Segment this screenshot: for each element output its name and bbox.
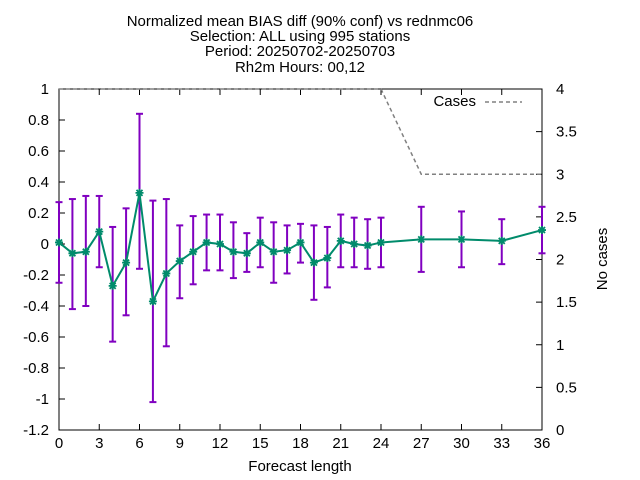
chart-title: Normalized mean BIAS diff (90% conf) vs … (127, 13, 474, 76)
y2-tick-label: 1.5 (556, 294, 577, 311)
bias-point (95, 227, 104, 236)
y2-tick-label: 0 (556, 422, 564, 439)
bias-point (363, 241, 372, 250)
y2-tick-label: 2 (556, 252, 564, 269)
bias-point (68, 249, 77, 258)
bias-point (309, 258, 318, 267)
y2-tick-label: 0.5 (556, 379, 577, 396)
y-tick-label: 0.6 (28, 143, 49, 160)
x-tick-label: 27 (413, 435, 430, 452)
y-tick-label: -0.8 (23, 360, 49, 377)
bias-point (269, 247, 278, 256)
y-tick-label: -0.6 (23, 329, 49, 346)
title-line-3: Period: 20250702-20250703 (205, 43, 395, 60)
legend-label-cases: Cases (433, 93, 476, 110)
bias-point (202, 238, 211, 247)
x-tick-label: 21 (332, 435, 349, 452)
y-tick-label: -1.2 (23, 422, 49, 439)
bias-point (162, 269, 171, 278)
x-tick-label: 33 (493, 435, 510, 452)
bias-point (135, 188, 144, 197)
x-tick-label: 18 (292, 435, 309, 452)
bias-point (336, 236, 345, 245)
x-tick-label: 6 (135, 435, 143, 452)
x-tick-label: 15 (252, 435, 269, 452)
bias-point (81, 247, 90, 256)
x-tick-label: 36 (534, 435, 551, 452)
bias-point (350, 240, 359, 248)
y2-axis-label: No cases (594, 228, 611, 291)
y-tick-label: 0 (41, 236, 49, 253)
x-tick-label: 12 (212, 435, 229, 452)
y-tick-label: -0.4 (23, 298, 49, 315)
bias-point (108, 281, 117, 290)
y-tick-label: 0.2 (28, 205, 49, 222)
bias-point (323, 253, 332, 262)
y2-tick-label: 1 (556, 337, 564, 354)
bias-point (457, 235, 466, 244)
x-tick-label: 3 (95, 435, 103, 452)
cases-line (59, 88, 542, 175)
bias-point (122, 258, 131, 267)
x-tick-label: 24 (373, 435, 390, 452)
legend: Cases (433, 93, 522, 110)
bias-point (229, 247, 238, 256)
bias-point (175, 257, 184, 266)
bias-point (296, 238, 305, 247)
bias-point (148, 297, 157, 306)
y-tick-label: -1 (36, 391, 49, 408)
bias-point (417, 235, 426, 244)
bias-point (538, 226, 546, 235)
y-tick-label: 1 (41, 81, 49, 98)
bias-point (377, 238, 385, 247)
title-line-4: Rh2m Hours: 00,12 (235, 59, 365, 76)
y2-tick-label: 3 (556, 166, 564, 183)
bias-point (242, 249, 251, 258)
y-tick-label: 0.4 (28, 174, 49, 191)
x-axis-label: Forecast length (248, 458, 351, 475)
bias-point (283, 246, 292, 255)
x-tick-label: 0 (55, 435, 63, 452)
y2-tick-label: 3.5 (556, 124, 577, 141)
title-line-1: Normalized mean BIAS diff (90% conf) vs … (127, 13, 474, 30)
bias-point (256, 238, 265, 247)
y-tick-label: 0.8 (28, 112, 49, 129)
bias-point (216, 240, 224, 248)
bias-point (189, 247, 198, 256)
bias-point (55, 238, 63, 247)
x-tick-label: 30 (453, 435, 470, 452)
y-tick-label: -0.2 (23, 267, 49, 284)
x-tick-label: 9 (176, 435, 184, 452)
title-line-2: Selection: ALL using 995 stations (190, 28, 410, 45)
bias-point (497, 236, 506, 245)
y2-tick-label: 4 (556, 81, 564, 98)
y2-tick-label: 2.5 (556, 209, 577, 226)
